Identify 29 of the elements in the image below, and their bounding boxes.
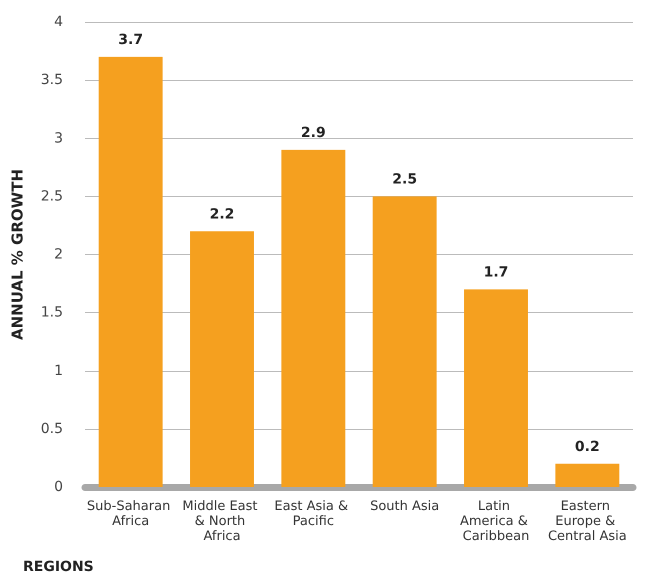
y-axis-title: ANNUAL % GROWTH [8, 168, 26, 340]
data-label: 2.5 [392, 171, 418, 188]
y-tick-label: 2 [54, 246, 63, 262]
x-tick-label: East Asia & Pacific [274, 499, 352, 529]
data-label: 1.7 [484, 264, 508, 280]
x-tick-label: South Asia [370, 499, 440, 514]
y-tick-label: 4 [54, 14, 64, 30]
y-tick-label: 1 [54, 362, 63, 379]
bar [98, 56, 163, 487]
x-tick-label: Eastern Europe & Central Asia [548, 499, 627, 544]
y-tick-label: 1.5 [40, 304, 63, 321]
y-tick-label: 3.5 [40, 72, 63, 88]
x-tick-label: Sub-Saharan Africa [86, 499, 174, 529]
data-label: 2.9 [300, 124, 326, 141]
y-tick-label: 3 [54, 130, 63, 146]
x-tick-label: Latin America & Caribbean [460, 499, 532, 544]
data-label: 0.2 [574, 438, 600, 455]
bar [372, 196, 437, 487]
bar [555, 464, 620, 487]
y-tick-label: 0.5 [40, 420, 63, 437]
bar [464, 289, 528, 487]
bar [281, 150, 346, 487]
y-tick-label: 2.5 [40, 188, 63, 204]
x-axis-title: REGIONS [23, 559, 94, 575]
data-label: 3.7 [118, 32, 144, 48]
data-label: 2.2 [210, 206, 234, 222]
x-tick-label: Middle East & North Africa [182, 499, 262, 544]
bar [190, 231, 254, 487]
y-tick-label: 0 [54, 479, 63, 495]
